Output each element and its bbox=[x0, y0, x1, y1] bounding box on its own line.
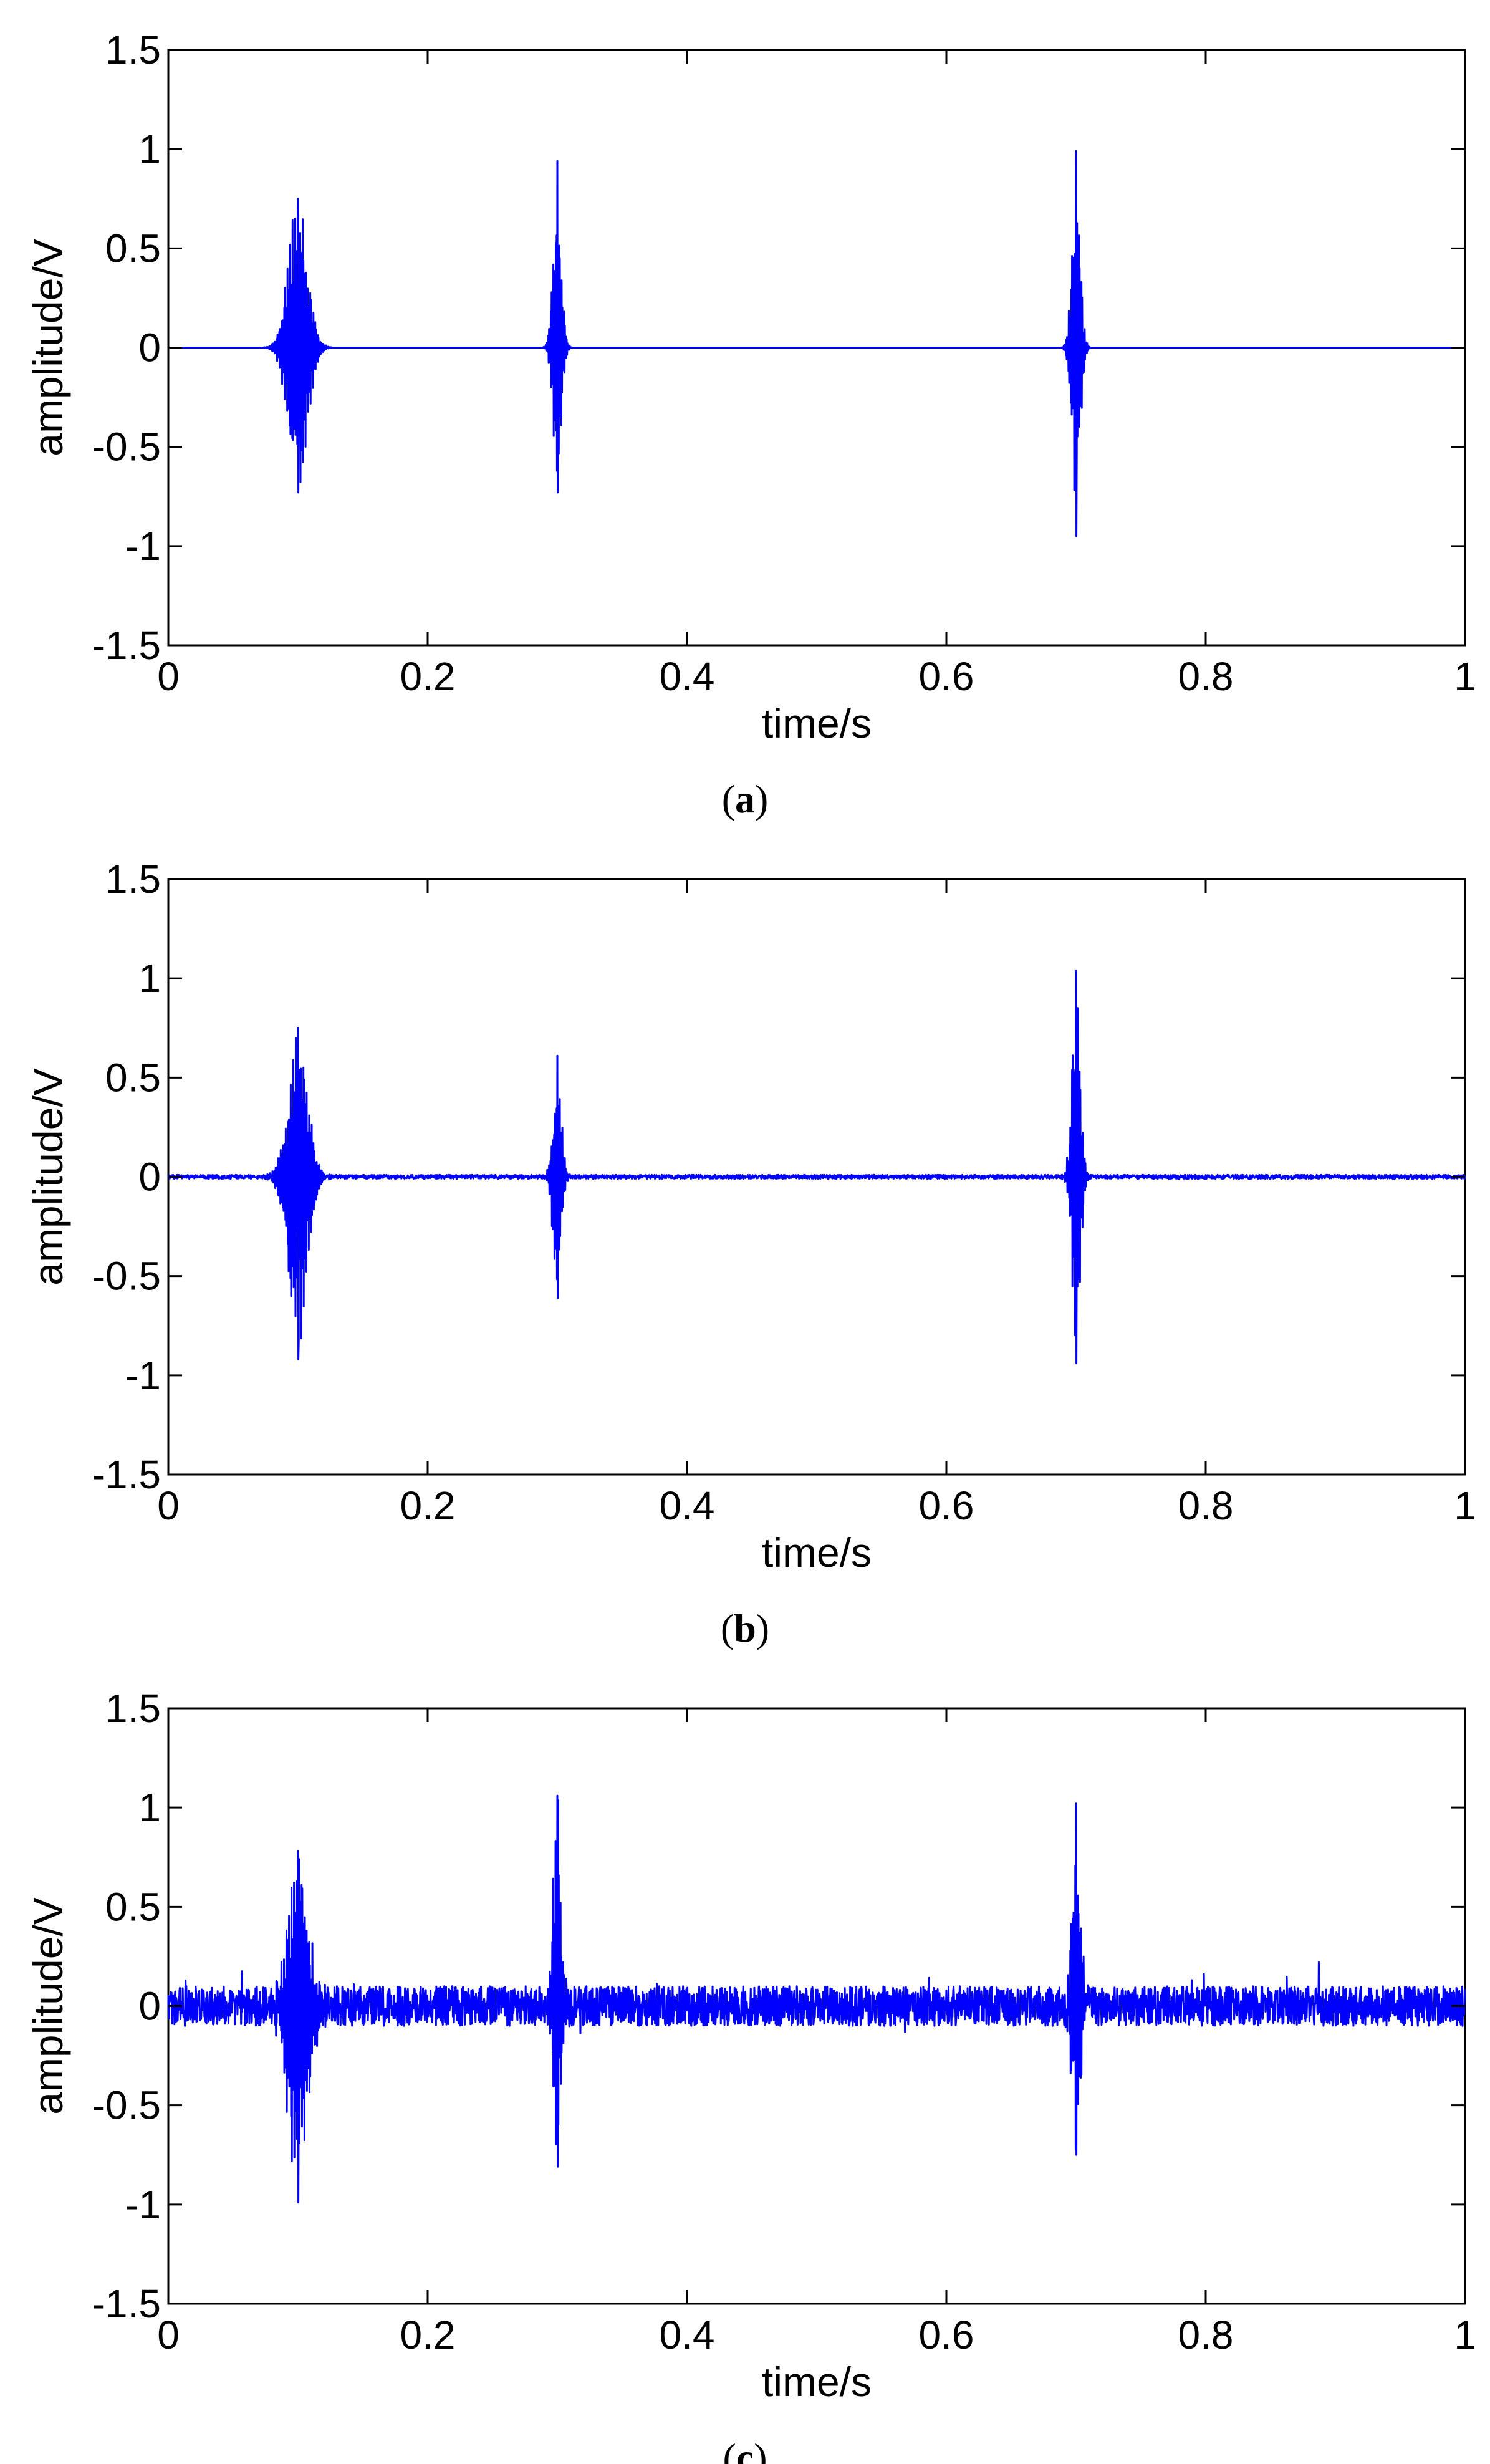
x-tick-label: 0 bbox=[157, 654, 180, 699]
x-tick-label: 0 bbox=[157, 2312, 180, 2357]
y-tick-label: 0 bbox=[138, 325, 161, 370]
y-tick-label: 0.5 bbox=[105, 1055, 161, 1100]
x-tick-label: 0.2 bbox=[400, 654, 456, 699]
y-tick-label: -1 bbox=[125, 1353, 161, 1398]
signal-line bbox=[167, 1794, 1466, 2204]
y-axis-label: amplitude/V bbox=[25, 1068, 71, 1286]
x-tick-label: 1 bbox=[1454, 1483, 1476, 1528]
x-tick-label: 0.2 bbox=[400, 1483, 456, 1528]
y-tick-label: 1.5 bbox=[105, 857, 161, 902]
x-axis-label: time/s bbox=[762, 700, 872, 746]
y-tick-label: -1.5 bbox=[92, 623, 161, 668]
x-tick-label: 0.8 bbox=[1178, 654, 1234, 699]
panel-label: (a) bbox=[722, 777, 769, 821]
x-tick-label: 0 bbox=[157, 1483, 180, 1528]
y-tick-label: 1 bbox=[138, 956, 161, 1001]
x-tick-label: 0.6 bbox=[919, 2312, 974, 2357]
panel-label: (c) bbox=[723, 2435, 767, 2464]
chart-panel-c: 0 0.2 0.4 0.6 0.8 1 1.5 1 0.5 0 -0.5 -1 -1.5 time/s am… bbox=[25, 1686, 1476, 2464]
signal-line bbox=[168, 150, 1466, 537]
y-tick-label: -1.5 bbox=[92, 1452, 161, 1497]
chart-panel-b: 0 0.2 0.4 0.6 0.8 1 1.5 1 0.5 0 -0.5 -1 -1.5 time/s am… bbox=[25, 857, 1476, 1650]
x-tick-label: 0.4 bbox=[660, 2312, 715, 2357]
chart-panels: 0 0.2 0.4 0.6 0.8 1 1.5 1 0.5 0 -0.5 -1 -1.5 time/s am… bbox=[25, 27, 1476, 2464]
x-tick-label: 0.8 bbox=[1178, 2312, 1234, 2357]
chart-panel-a: 0 0.2 0.4 0.6 0.8 1 1.5 1 0.5 0 -0.5 -1 -1.5 time/s am… bbox=[25, 27, 1476, 821]
y-tick-label: -0.5 bbox=[92, 425, 161, 469]
signal-line bbox=[167, 969, 1466, 1365]
y-tick-label: 0.5 bbox=[105, 1884, 161, 1929]
y-tick-label: 1 bbox=[138, 1785, 161, 1830]
x-tick-label: 1 bbox=[1454, 2312, 1476, 2357]
x-tick-label: 0.4 bbox=[660, 654, 715, 699]
y-tick-label: 0.5 bbox=[105, 226, 161, 271]
y-axis-label: amplitude/V bbox=[25, 1897, 71, 2115]
y-tick-label: 1.5 bbox=[105, 27, 161, 72]
y-tick-label: -1 bbox=[125, 2182, 161, 2227]
y-axis-label: amplitude/V bbox=[25, 239, 71, 456]
x-tick-label: 0.8 bbox=[1178, 1483, 1234, 1528]
y-tick-label: 1.5 bbox=[105, 1686, 161, 1731]
y-tick-label: 1 bbox=[138, 127, 161, 171]
y-tick-label: -0.5 bbox=[92, 1254, 161, 1299]
y-tick-label: -1 bbox=[125, 524, 161, 569]
x-tick-label: 0.6 bbox=[919, 654, 974, 699]
y-tick-label: 0 bbox=[138, 1984, 161, 2029]
x-tick-label: 0.4 bbox=[660, 1483, 715, 1528]
y-tick-label: -0.5 bbox=[92, 2083, 161, 2128]
y-tick-label: 0 bbox=[138, 1155, 161, 1200]
x-axis-label: time/s bbox=[762, 1529, 872, 1576]
x-axis-label: time/s bbox=[762, 2359, 872, 2405]
y-tick-label: -1.5 bbox=[92, 2281, 161, 2326]
x-tick-label: 1 bbox=[1454, 654, 1476, 699]
panel-label: (b) bbox=[721, 1606, 769, 1650]
x-tick-label: 0.6 bbox=[919, 1483, 974, 1528]
x-tick-label: 0.2 bbox=[400, 2312, 456, 2357]
